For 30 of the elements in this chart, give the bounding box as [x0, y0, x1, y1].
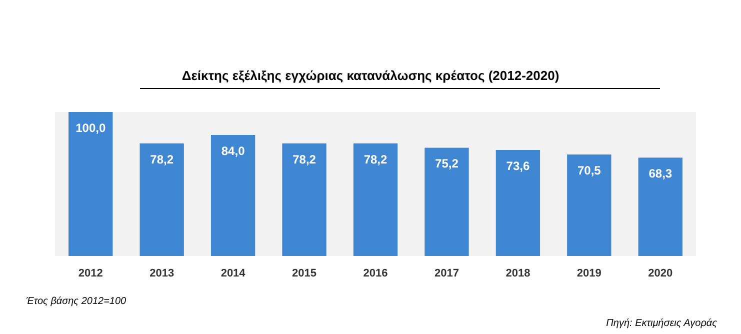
data-label: 78,2 [364, 152, 388, 166]
x-tick-label: 2019 [576, 268, 602, 280]
data-label: 84,0 [221, 144, 246, 158]
data-label: 70,5 [577, 163, 602, 178]
x-tick-label: 2016 [363, 268, 388, 280]
bar [210, 135, 256, 256]
data-label: 73,6 [506, 159, 530, 174]
bar [496, 150, 540, 256]
data-label: 68,3 [648, 166, 672, 181]
bar [353, 143, 398, 256]
text: Έτος βάσης 2012=100 [26, 296, 126, 307]
data-label: 100,0 [76, 121, 106, 135]
x-tick-label: 2014 [220, 268, 246, 280]
x-tick-label: 2015 [292, 268, 317, 280]
chart-title: Δείκτης εξέλιξης εγχώριας κατανάλωσης κρέατος (2012-2020) [182, 68, 560, 83]
bar [140, 143, 184, 256]
data-label: 78,2 [150, 152, 174, 166]
bar [567, 154, 612, 256]
text: Πηγή: Εκτιμήσεις Αγοράς [606, 318, 717, 329]
bar [282, 143, 326, 256]
x-tick-label: 2018 [506, 268, 530, 280]
x-tick-label: 2017 [434, 268, 459, 280]
x-tick-label: 2020 [648, 268, 673, 280]
bar [68, 112, 113, 256]
bar [638, 158, 682, 256]
x-tick-label: 2013 [150, 268, 174, 280]
x-tick-label: 2012 [78, 268, 103, 280]
data-label: 75,2 [435, 156, 459, 171]
bar [424, 148, 469, 256]
data-label: 78,2 [292, 152, 316, 166]
